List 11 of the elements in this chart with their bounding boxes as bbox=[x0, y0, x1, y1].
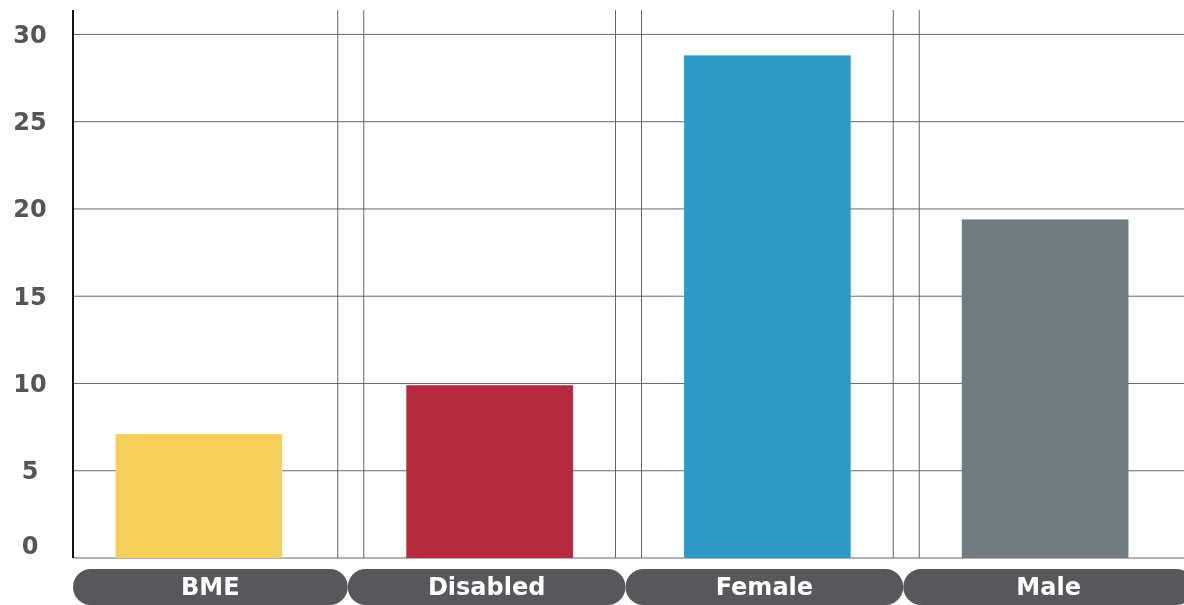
y-tick-label: 5 bbox=[21, 457, 39, 486]
y-tick-label: 10 bbox=[13, 369, 47, 398]
x-tick-label: Female bbox=[715, 573, 814, 602]
y-tick-label: 25 bbox=[13, 108, 47, 137]
x-tick-label: Disabled bbox=[427, 573, 546, 602]
y-tick-label: 0 bbox=[21, 532, 39, 561]
y-tick-label: 30 bbox=[13, 20, 47, 49]
x-tick-label: Male bbox=[1016, 573, 1081, 602]
x-tick-label: BME bbox=[181, 573, 240, 602]
y-tick-label: 20 bbox=[13, 195, 47, 224]
y-tick-label: 15 bbox=[13, 282, 47, 311]
